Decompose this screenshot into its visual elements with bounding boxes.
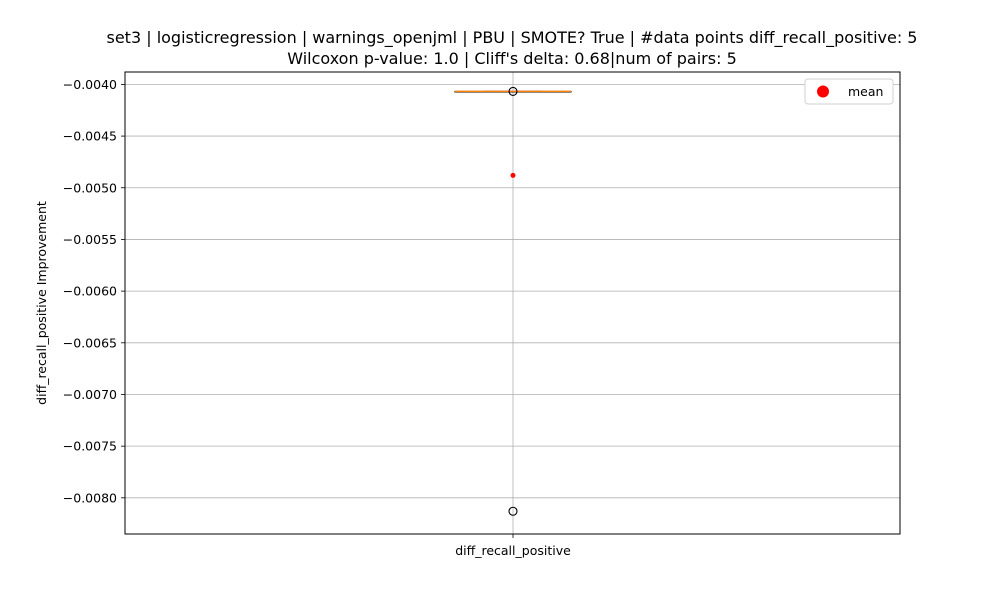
- y-tick-label: −0.0050: [63, 180, 117, 195]
- box-layer: [454, 86, 572, 516]
- y-tick-label: −0.0040: [63, 77, 117, 92]
- chart-title-line-2: Wilcoxon p-value: 1.0 | Cliff's delta: 0…: [287, 49, 737, 68]
- y-tick-label: −0.0070: [63, 387, 117, 402]
- chart-title-line-1: set3 | logisticregression | warnings_ope…: [107, 28, 918, 48]
- y-tick-label: −0.0065: [63, 335, 117, 350]
- plot-area-frame: [124, 71, 901, 535]
- outlier-point: [508, 506, 518, 516]
- y-tick-label: −0.0075: [63, 439, 117, 454]
- y-axis-label: diff_recall_positive Improvement: [34, 201, 49, 405]
- y-tick-label: −0.0060: [63, 284, 117, 299]
- legend-mean-marker: [817, 85, 829, 98]
- legend: mean: [804, 78, 894, 105]
- y-tick-label: −0.0055: [63, 232, 117, 247]
- y-tick-label: −0.0045: [63, 129, 117, 144]
- tick-layer: −0.0040 −0.0045 −0.0050 −0.0055 −0.0060 −0.00…: [63, 77, 571, 558]
- outlier-point: [508, 86, 518, 96]
- legend-box: [804, 78, 894, 105]
- x-tick-label: diff_recall_positive: [455, 543, 571, 558]
- grid-layer: [125, 72, 900, 534]
- mean-point: [510, 172, 516, 178]
- y-tick-label: −0.0080: [63, 490, 117, 505]
- legend-label-mean: mean: [848, 84, 883, 99]
